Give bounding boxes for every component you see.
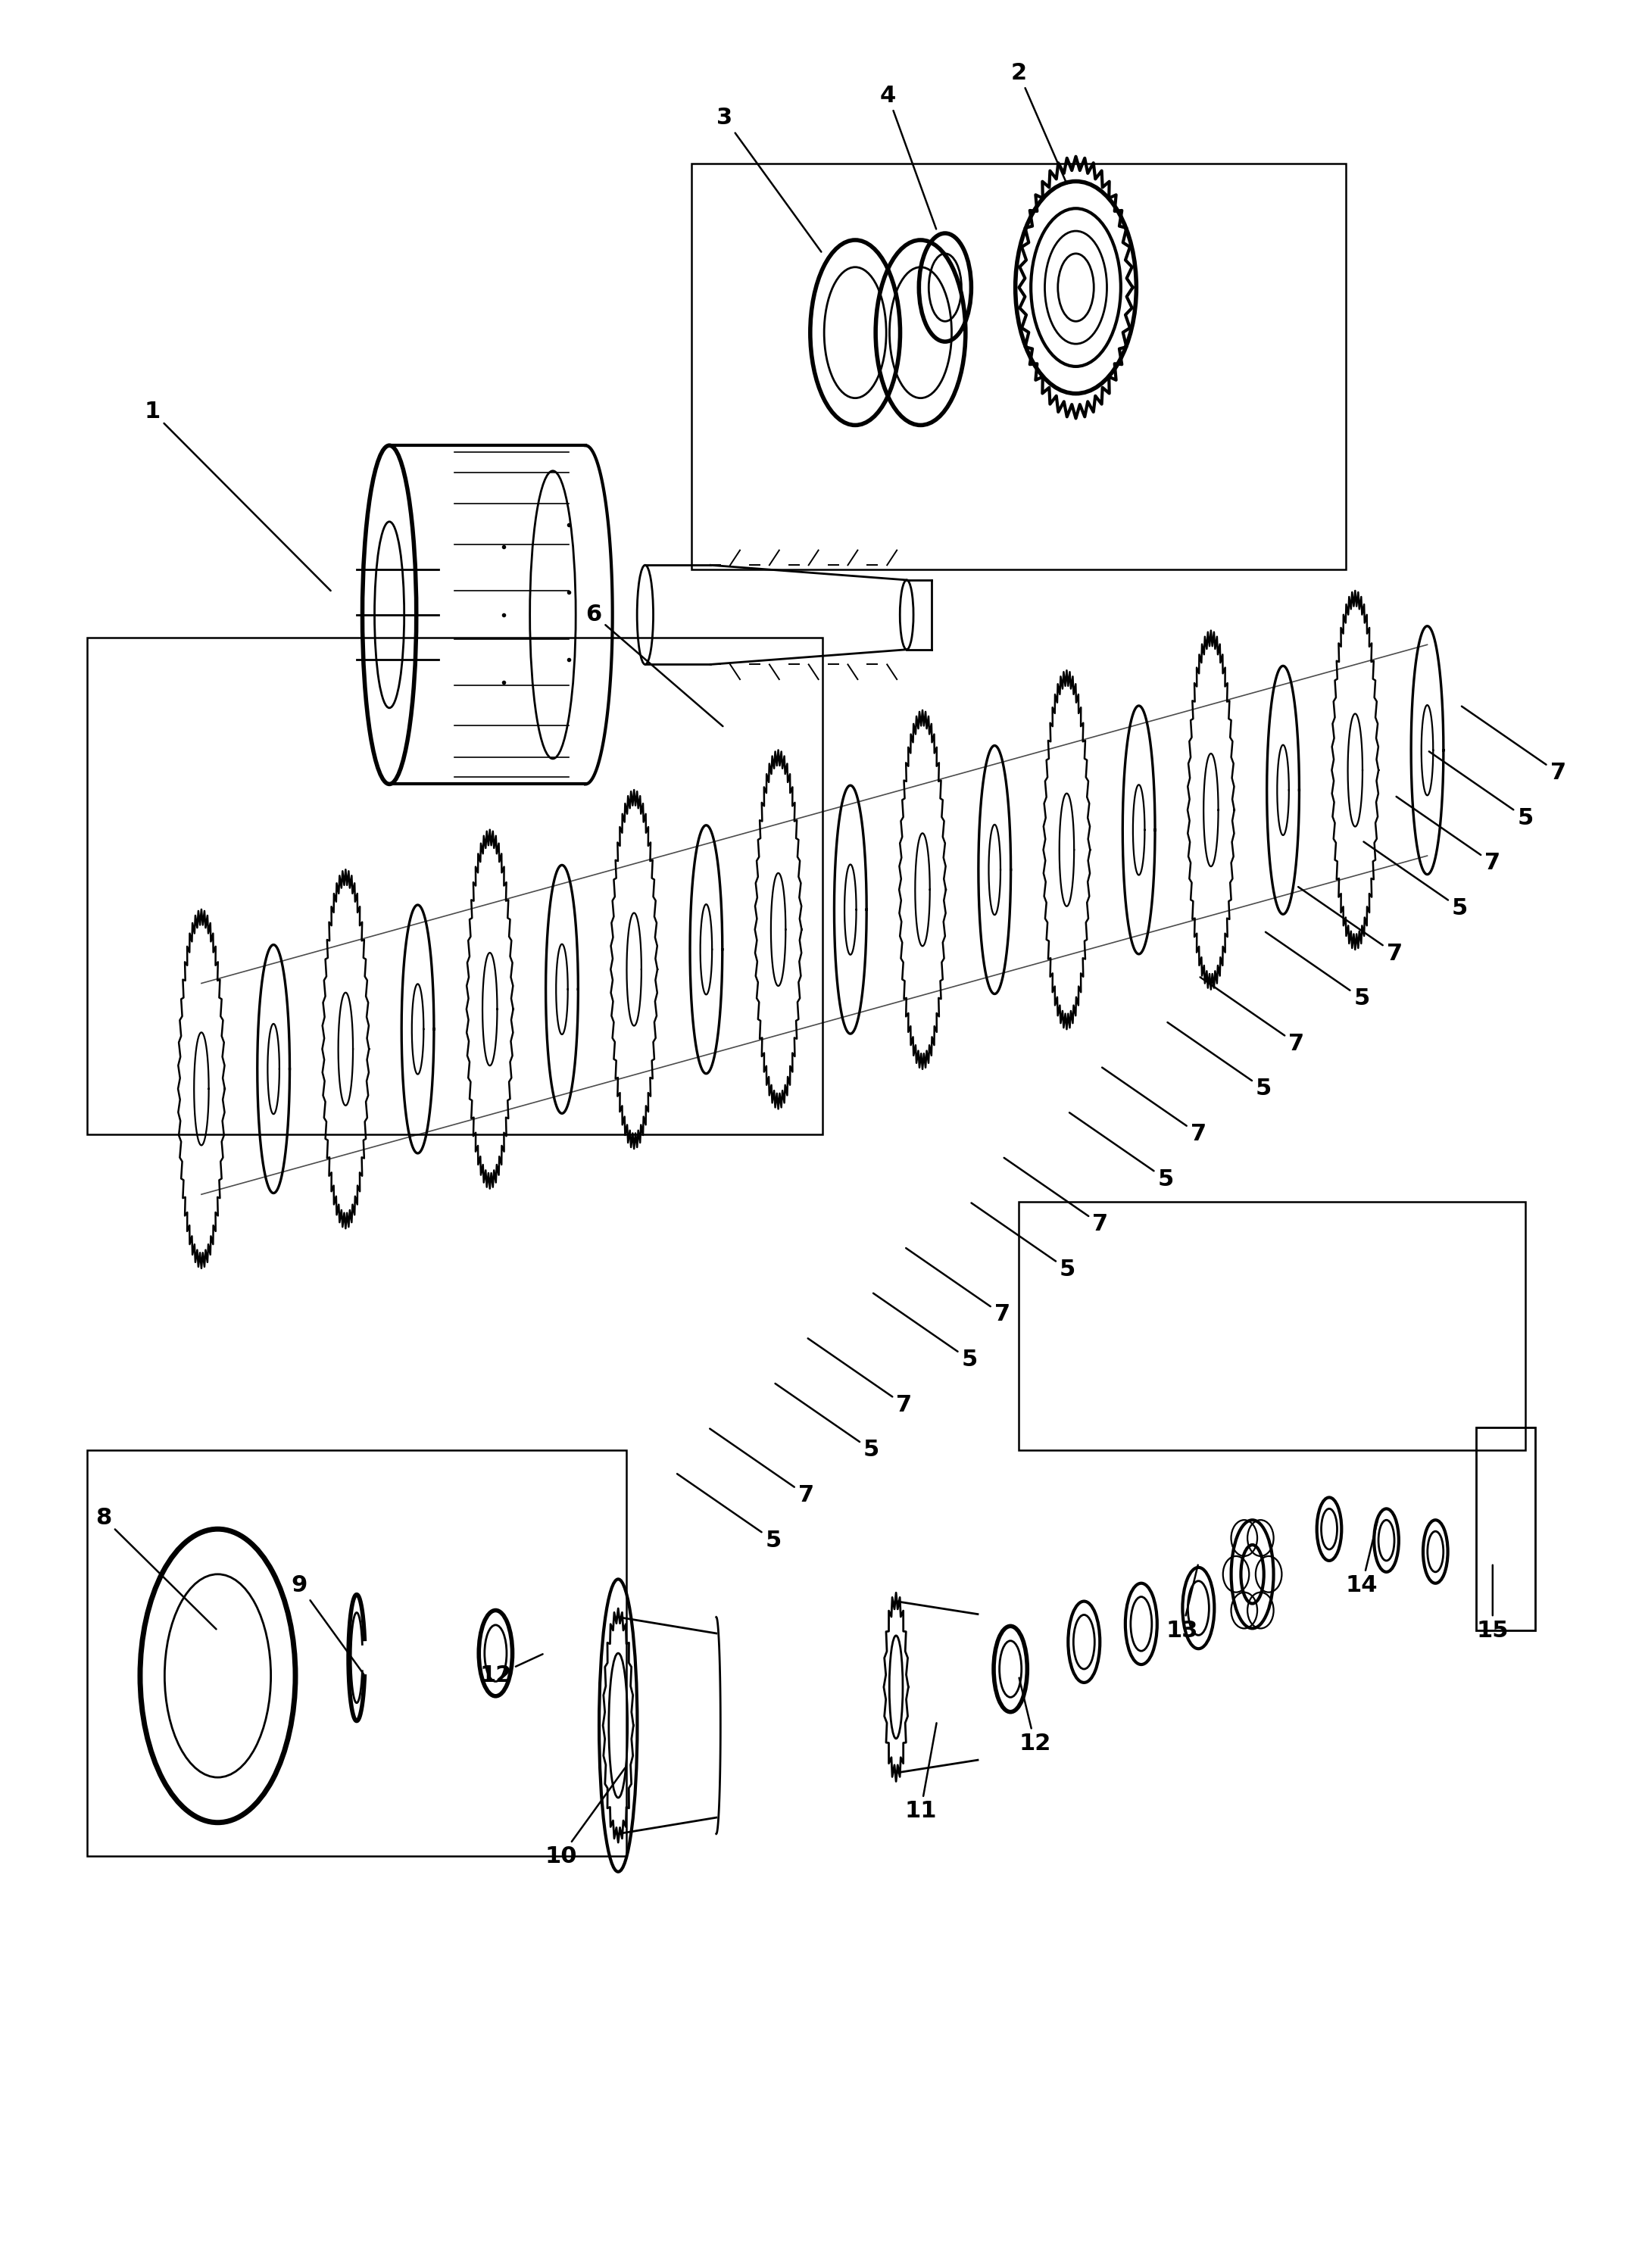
Text: 6: 6	[586, 603, 722, 726]
Text: 1: 1	[145, 401, 331, 590]
Text: 15: 15	[1477, 1565, 1508, 1642]
Text: 7: 7	[1201, 978, 1304, 1055]
Text: 5: 5	[775, 1383, 880, 1461]
Text: 5: 5	[1364, 841, 1467, 919]
Text: 7: 7	[1462, 705, 1566, 785]
Text: 11: 11	[905, 1724, 936, 1821]
Text: 14: 14	[1346, 1520, 1379, 1597]
Text: 8: 8	[95, 1506, 215, 1628]
Text: 5: 5	[1430, 751, 1533, 828]
Text: 5: 5	[678, 1474, 781, 1551]
Text: 13: 13	[1166, 1565, 1198, 1642]
Text: 5: 5	[1069, 1114, 1175, 1191]
Text: 7: 7	[1397, 796, 1500, 873]
Text: 7: 7	[1003, 1157, 1109, 1236]
Text: 7: 7	[709, 1429, 814, 1506]
Text: 7: 7	[1102, 1068, 1206, 1145]
Text: 5: 5	[971, 1202, 1076, 1281]
Text: 4: 4	[880, 84, 936, 229]
Text: 7: 7	[808, 1338, 913, 1415]
Text: 10: 10	[544, 1767, 625, 1867]
Text: 3: 3	[717, 107, 821, 252]
Text: 5: 5	[873, 1293, 977, 1370]
Text: 12: 12	[480, 1653, 543, 1687]
Text: 5: 5	[1168, 1023, 1272, 1100]
Text: 12: 12	[1018, 1678, 1051, 1755]
Text: 2: 2	[1010, 61, 1068, 184]
Text: 9: 9	[291, 1574, 364, 1674]
Text: 7: 7	[1298, 887, 1403, 964]
Text: 7: 7	[906, 1247, 1010, 1325]
Text: 5: 5	[1265, 932, 1370, 1009]
